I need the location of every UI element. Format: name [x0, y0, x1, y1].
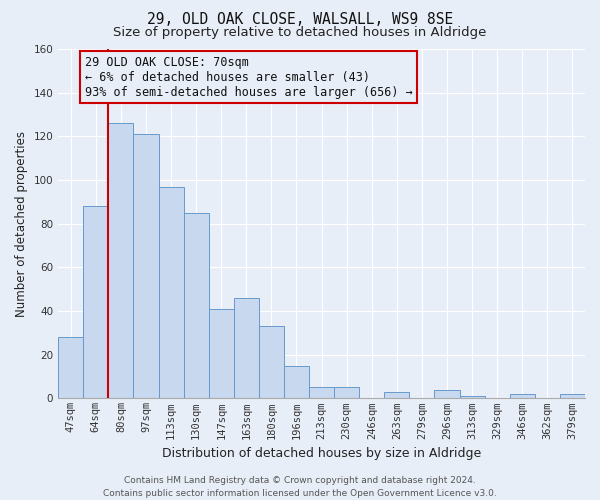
- Bar: [309, 388, 334, 398]
- Bar: [234, 298, 259, 398]
- Bar: [158, 186, 184, 398]
- Bar: [259, 326, 284, 398]
- X-axis label: Distribution of detached houses by size in Aldridge: Distribution of detached houses by size …: [162, 447, 481, 460]
- Bar: [385, 392, 409, 398]
- Bar: [284, 366, 309, 398]
- Bar: [184, 213, 209, 398]
- Bar: [560, 394, 585, 398]
- Bar: [434, 390, 460, 398]
- Y-axis label: Number of detached properties: Number of detached properties: [15, 130, 28, 316]
- Bar: [133, 134, 158, 398]
- Bar: [109, 123, 133, 398]
- Bar: [209, 309, 234, 398]
- Bar: [460, 396, 485, 398]
- Bar: [334, 388, 359, 398]
- Bar: [58, 337, 83, 398]
- Text: Contains HM Land Registry data © Crown copyright and database right 2024.
Contai: Contains HM Land Registry data © Crown c…: [103, 476, 497, 498]
- Text: Size of property relative to detached houses in Aldridge: Size of property relative to detached ho…: [113, 26, 487, 39]
- Text: 29, OLD OAK CLOSE, WALSALL, WS9 8SE: 29, OLD OAK CLOSE, WALSALL, WS9 8SE: [147, 12, 453, 28]
- Text: 29 OLD OAK CLOSE: 70sqm
← 6% of detached houses are smaller (43)
93% of semi-det: 29 OLD OAK CLOSE: 70sqm ← 6% of detached…: [85, 56, 412, 98]
- Bar: [510, 394, 535, 398]
- Bar: [83, 206, 109, 398]
